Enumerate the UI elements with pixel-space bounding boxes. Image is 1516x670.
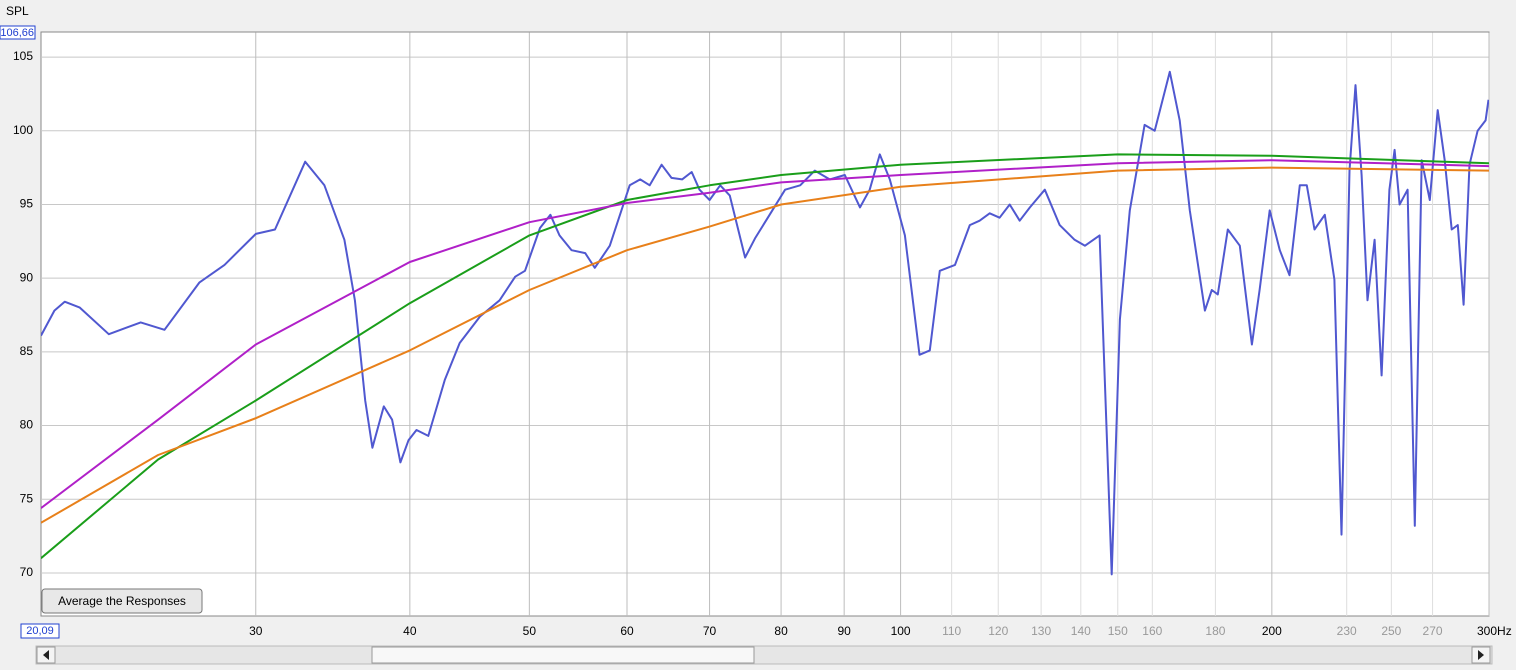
x-tick-label: 30	[249, 624, 263, 638]
x-tick-label: 120	[988, 624, 1008, 638]
x-tick-label: 100	[891, 624, 911, 638]
y-tick-label: 100	[13, 123, 33, 137]
x-min-box	[20, 623, 60, 639]
arrow-left	[43, 650, 49, 660]
x-min-label: 20,09	[26, 625, 54, 637]
button-frame[interactable]	[41, 588, 203, 614]
scrollbar[interactable]	[35, 645, 1493, 665]
y-tick-label: 80	[20, 418, 34, 432]
series-line	[41, 159, 1489, 509]
x-tick-label: 180	[1205, 624, 1225, 638]
y-max-box	[0, 25, 36, 40]
arrow-right	[1478, 650, 1484, 660]
x-tick-label: 60	[620, 624, 634, 638]
button-label[interactable]: Average the Responses	[58, 594, 186, 608]
scroll-thumb[interactable]	[371, 646, 755, 664]
x-tick-label: 250	[1381, 624, 1401, 638]
y-max-label: 106,66	[0, 27, 34, 39]
x-tick-label: 40	[403, 624, 417, 638]
y-tick-label: 85	[20, 344, 34, 358]
x-tick-label: 90	[837, 624, 851, 638]
y-axis-label: SPL	[6, 4, 29, 18]
y-tick-label: 70	[20, 565, 34, 579]
x-tick-label: 50	[523, 624, 537, 638]
y-tick-label: 105	[13, 49, 33, 63]
series-line	[41, 166, 1489, 524]
x-tick-label: 200	[1262, 624, 1282, 638]
x-tick-label: 110	[942, 624, 961, 638]
y-tick-label: 90	[20, 270, 34, 284]
x-tick-label: 230	[1337, 624, 1357, 638]
x-tick-label: 160	[1142, 624, 1162, 638]
y-tick-label: 75	[20, 491, 34, 505]
scroll-track[interactable]	[35, 645, 1493, 665]
x-tick-label: 70	[703, 624, 717, 638]
series-line	[41, 70, 1489, 576]
plot-area	[40, 31, 1490, 617]
button[interactable]: Average the Responses	[41, 588, 203, 614]
x-tick-label: 150	[1108, 624, 1128, 638]
x-tick-label: 80	[774, 624, 788, 638]
series-line	[41, 153, 1489, 559]
x-tick-label: 130	[1031, 624, 1051, 638]
x-tick-label: 270	[1423, 624, 1443, 638]
x-tick-label: 140	[1071, 624, 1091, 638]
x-tick-label: 300Hz	[1477, 624, 1512, 638]
y-tick-label: 95	[20, 197, 34, 211]
